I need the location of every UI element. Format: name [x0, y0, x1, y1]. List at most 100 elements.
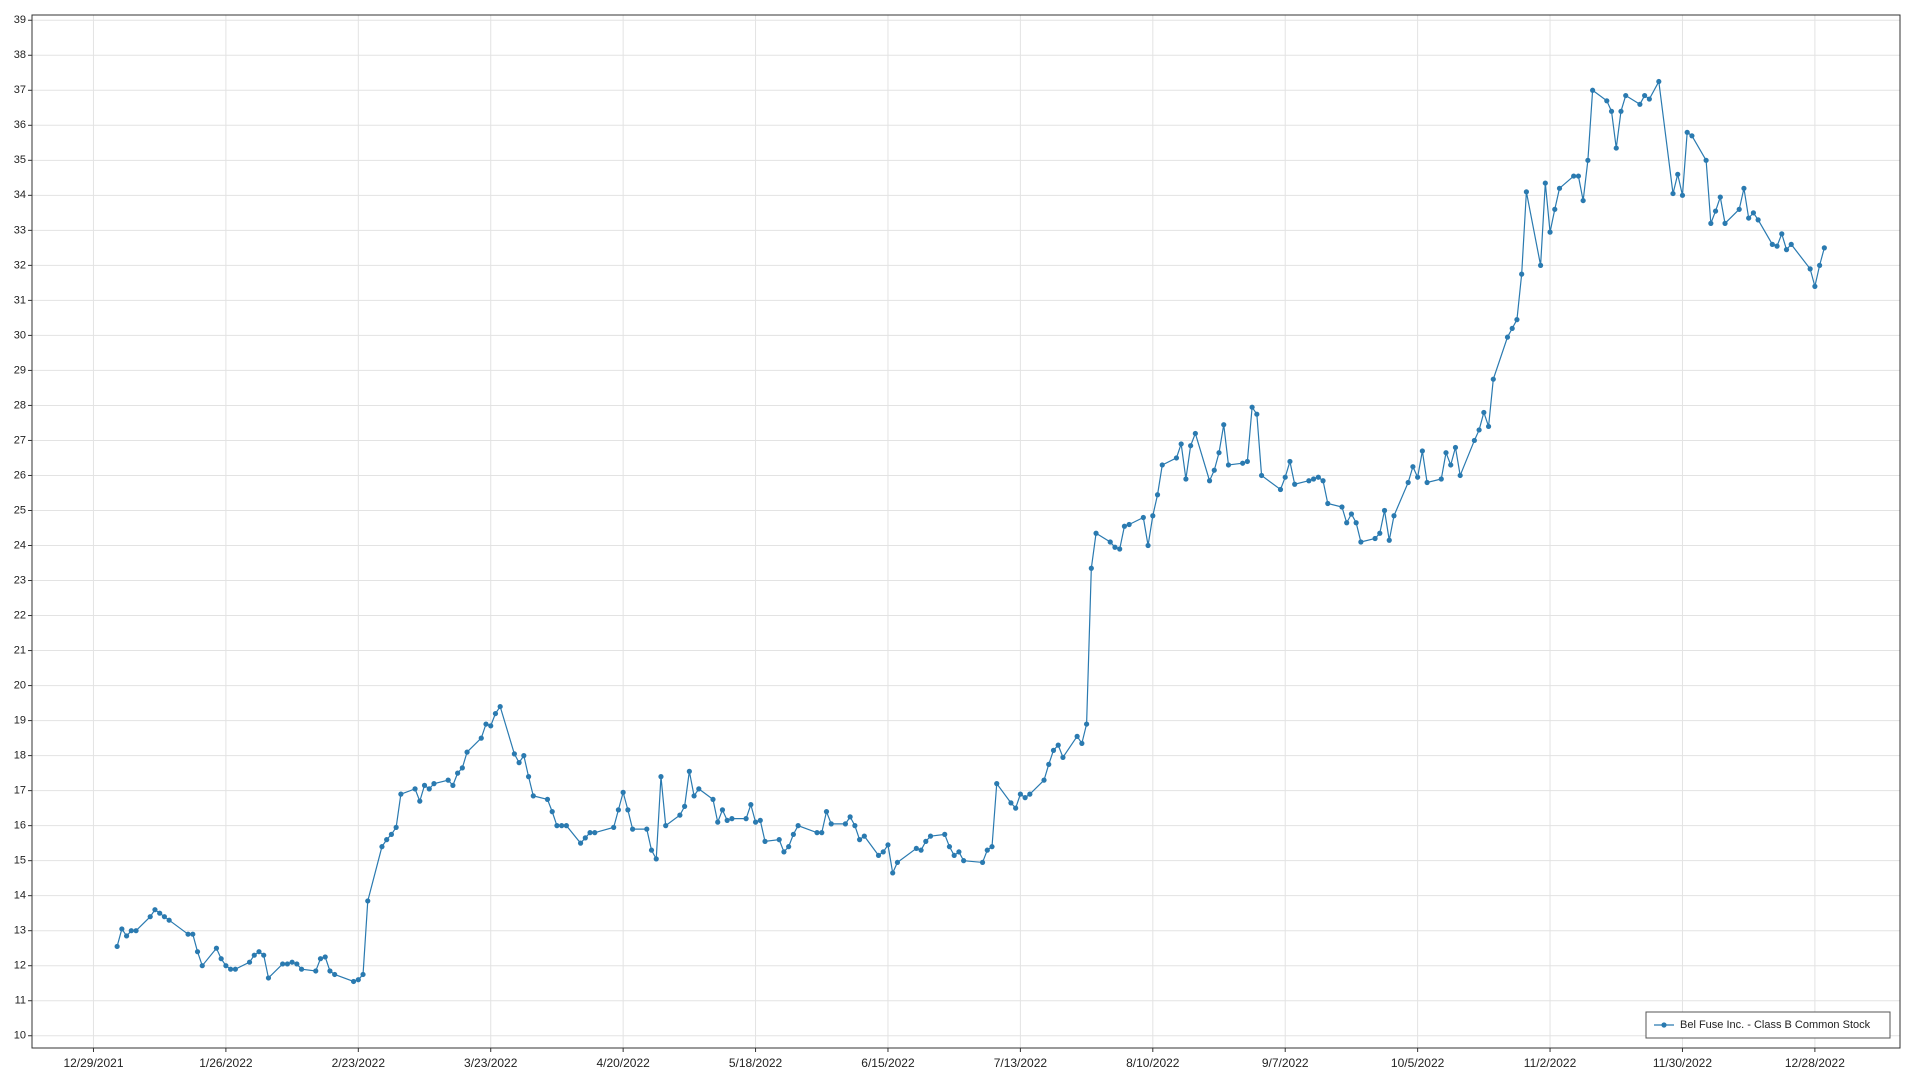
data-point [1126, 521, 1132, 528]
data-point [350, 978, 357, 985]
data-point [951, 852, 957, 859]
data-point [511, 751, 517, 757]
y-tick-label: 36 [14, 119, 26, 131]
data-point [1112, 544, 1118, 550]
data-point [379, 844, 385, 850]
data-point [1306, 478, 1312, 484]
data-point [1216, 450, 1222, 456]
data-point [488, 723, 494, 729]
data-point [691, 793, 697, 799]
data-point [327, 968, 333, 974]
data-point [984, 847, 990, 853]
data-point [776, 837, 782, 843]
data-point [894, 859, 901, 866]
data-point [1656, 78, 1662, 85]
data-point [563, 823, 569, 829]
data-point [1476, 427, 1482, 433]
data-point [994, 781, 1000, 787]
data-point [1613, 145, 1619, 151]
data-point [1060, 754, 1066, 760]
data-point [426, 786, 432, 792]
data-point [1348, 511, 1355, 517]
x-tick-label: 11/2/2022 [1524, 1056, 1577, 1070]
data-point [1580, 197, 1586, 204]
data-point [384, 837, 390, 843]
data-point [298, 966, 305, 972]
y-tick-label: 21 [14, 644, 26, 656]
data-point [989, 844, 995, 850]
data-point [1292, 481, 1298, 487]
data-point [1282, 474, 1288, 480]
data-point [1372, 535, 1378, 542]
data-point [710, 796, 716, 802]
data-point [261, 952, 267, 958]
y-tick-label: 33 [14, 224, 26, 236]
y-tick-label: 16 [14, 820, 26, 832]
data-point [1547, 229, 1553, 235]
data-point [615, 807, 622, 813]
data-point [1679, 192, 1686, 198]
y-tick-label: 11 [15, 995, 26, 1007]
y-tick-label: 18 [14, 750, 26, 762]
x-tick-label: 8/10/2022 [1126, 1056, 1180, 1070]
data-point [1150, 513, 1156, 519]
data-point [317, 956, 324, 962]
data-point [313, 968, 319, 974]
data-point [961, 858, 967, 864]
data-point [1443, 450, 1449, 456]
data-point [653, 856, 659, 862]
data-point [521, 753, 527, 759]
data-point [1722, 220, 1728, 226]
data-point [1618, 108, 1624, 114]
x-tick-label: 5/18/2022 [729, 1056, 783, 1070]
data-point [1240, 460, 1246, 466]
data-point [1575, 173, 1582, 179]
data-point [856, 837, 863, 843]
data-point [1206, 478, 1213, 484]
data-point [1769, 241, 1775, 247]
data-point [332, 971, 338, 978]
data-point [724, 817, 730, 823]
data-point [185, 931, 191, 937]
data-point [852, 823, 858, 829]
x-tick-label: 9/7/2022 [1262, 1056, 1309, 1070]
data-point [1821, 245, 1827, 251]
data-point [1008, 800, 1014, 806]
data-point [1807, 266, 1813, 272]
data-point [1471, 437, 1477, 444]
y-tick-label: 35 [14, 154, 26, 166]
data-point [133, 928, 139, 934]
data-point [1377, 530, 1383, 536]
data-point [1514, 317, 1520, 323]
data-point [743, 816, 749, 822]
data-point [289, 959, 295, 965]
data-point [365, 898, 371, 904]
y-tick-label: 12 [14, 960, 26, 972]
data-point [152, 907, 158, 913]
data-point [1046, 761, 1052, 767]
data-point [927, 833, 934, 839]
data-point [1708, 220, 1714, 226]
data-point [1277, 486, 1284, 493]
y-tick-label: 32 [14, 259, 26, 271]
data-point [1509, 325, 1515, 332]
data-point [166, 917, 172, 923]
data-point [842, 821, 849, 827]
data-point [1556, 185, 1563, 191]
x-tick-label: 2/23/2022 [332, 1056, 386, 1070]
data-point [592, 830, 598, 836]
data-point [1310, 476, 1317, 482]
data-point [781, 849, 787, 855]
data-point [1712, 208, 1719, 214]
data-point [1741, 185, 1747, 191]
y-tick-label: 23 [14, 574, 26, 586]
y-tick-label: 20 [14, 679, 26, 691]
data-point [828, 821, 834, 827]
data-point [147, 914, 153, 920]
data-point [1121, 523, 1128, 529]
y-tick-label: 30 [14, 329, 26, 341]
data-point [648, 847, 655, 853]
data-point [1315, 474, 1321, 480]
data-point [1537, 262, 1544, 268]
data-point [762, 838, 768, 845]
